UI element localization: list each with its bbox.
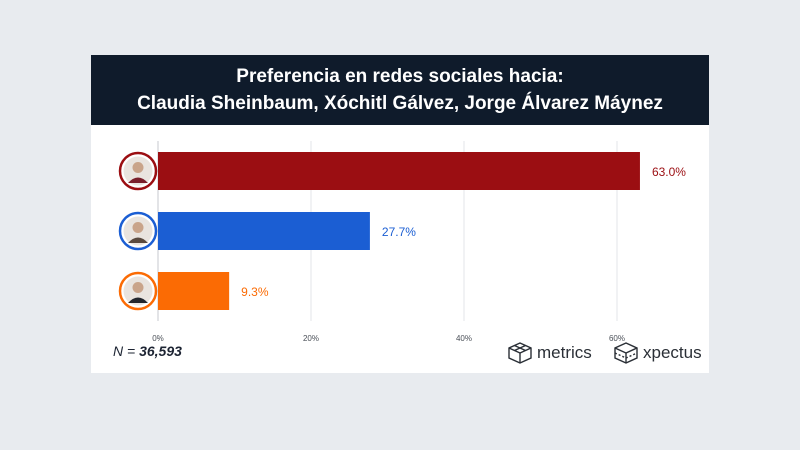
chart-header: Preferencia en redes sociales hacia: Cla… [91, 55, 709, 125]
bar [158, 272, 230, 310]
sample-size: N = 36,593 [113, 343, 182, 359]
x-tick-label: 60% [609, 334, 625, 343]
x-tick-label: 0% [152, 334, 164, 343]
x-tick-label: 40% [456, 334, 472, 343]
avatar-head [132, 282, 144, 293]
sample-size-prefix: N = [113, 343, 140, 359]
bar-value-label: 63.0% [652, 165, 686, 179]
sample-size-value: 36,593 [139, 343, 182, 359]
bar [158, 212, 370, 250]
metrics-logo: metrics [507, 341, 592, 365]
avatar-body [128, 177, 148, 183]
metrics-logo-text: metrics [537, 343, 592, 362]
bar-value-label: 9.3% [241, 285, 269, 299]
avatar-body [128, 237, 148, 243]
xpectus-logo-text: xpectus [643, 343, 702, 362]
chart-card: Preferencia en redes sociales hacia: Cla… [91, 55, 709, 373]
bar-value-label: 27.7% [382, 225, 416, 239]
bar [158, 152, 640, 190]
avatar-head [132, 222, 144, 233]
xpectus-logo: xpectus [613, 341, 702, 365]
metrics-cube-icon [508, 342, 532, 364]
xpectus-cube-icon [614, 342, 638, 364]
chart-title-line-1: Preferencia en redes sociales hacia: [236, 66, 564, 87]
chart-title-line-2: Claudia Sheinbaum, Xóchitl Gálvez, Jorge… [137, 93, 663, 114]
avatar-body [128, 297, 148, 303]
bar-chart: 0% 20% 40% 60% 63.0% 27.7% 9.3% [118, 141, 686, 343]
x-tick-label: 20% [303, 334, 319, 343]
avatar-head [132, 162, 144, 173]
